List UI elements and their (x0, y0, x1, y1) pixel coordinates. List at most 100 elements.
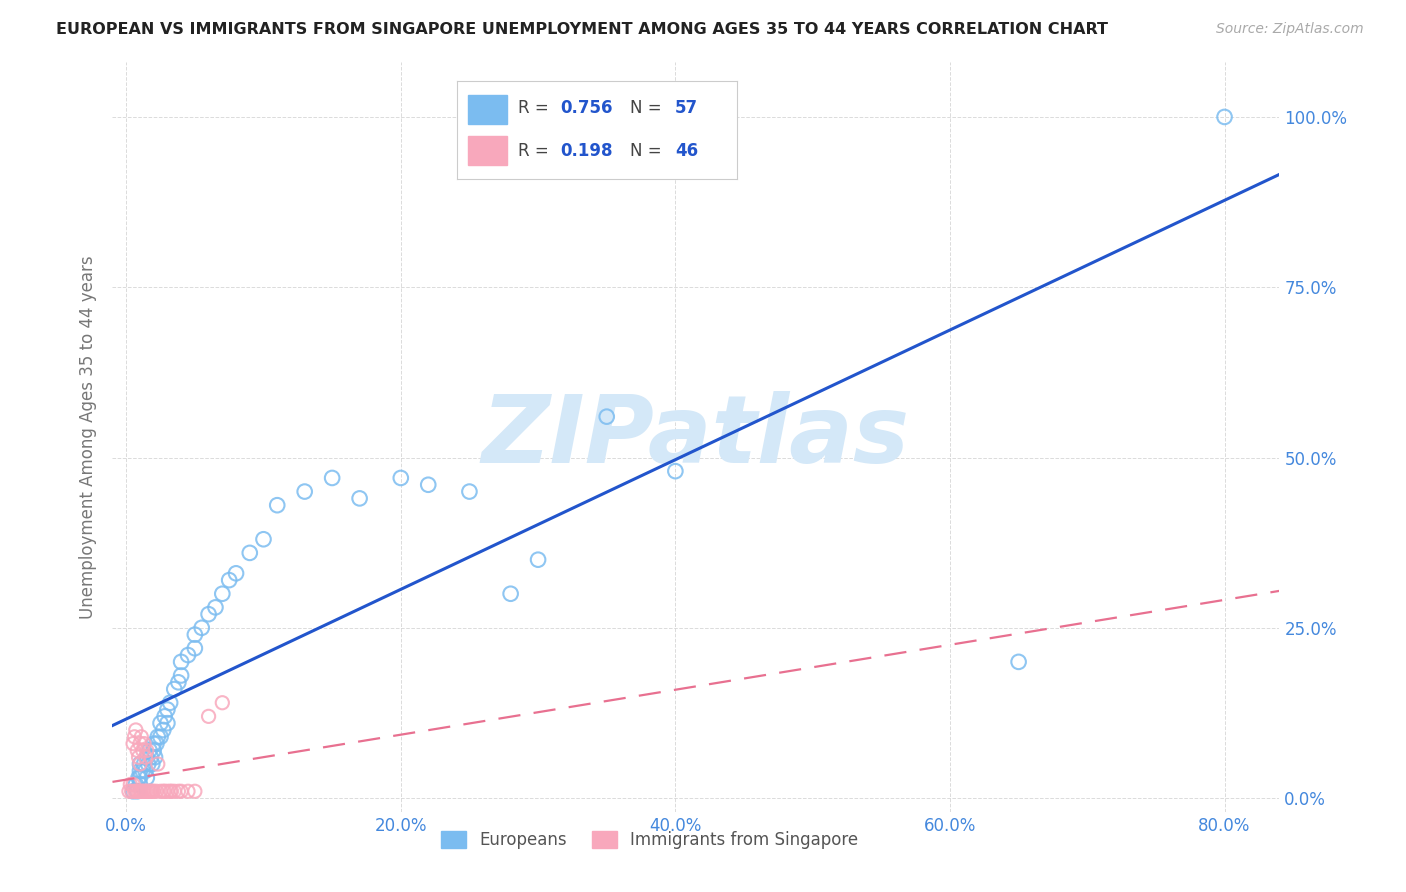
Point (138, 743, 160, 757)
Point (153, 709, 176, 723)
Point (129, 771, 152, 785)
Point (184, 641, 207, 656)
Point (170, 655, 193, 669)
Point (122, 737, 145, 751)
Point (134, 764, 156, 778)
Point (120, 777, 142, 791)
Point (159, 696, 181, 710)
Point (128, 784, 150, 798)
Point (170, 668, 193, 682)
Y-axis label: Unemployment Among Ages 35 to 44 years: Unemployment Among Ages 35 to 44 years (79, 255, 97, 619)
Point (141, 757, 163, 772)
Point (118, 784, 141, 798)
Point (349, 491, 371, 506)
Point (239, 546, 262, 560)
Point (163, 682, 186, 697)
Point (527, 552, 550, 566)
Point (122, 777, 145, 791)
Point (131, 784, 153, 798)
Point (129, 757, 152, 772)
Point (145, 784, 167, 798)
Point (132, 784, 155, 798)
Point (156, 716, 179, 731)
Point (184, 784, 207, 798)
Point (156, 702, 179, 716)
Point (127, 784, 149, 798)
Point (132, 757, 155, 772)
Point (145, 737, 167, 751)
Point (131, 784, 153, 798)
Point (418, 477, 440, 491)
Point (197, 709, 219, 723)
Point (1007, 655, 1029, 669)
Point (142, 743, 165, 757)
Point (141, 784, 163, 798)
Point (177, 784, 200, 798)
Point (211, 696, 233, 710)
Point (170, 784, 193, 798)
Point (135, 750, 157, 764)
Point (132, 737, 155, 751)
Point (499, 587, 522, 601)
Point (146, 757, 169, 772)
Point (131, 764, 153, 778)
Point (125, 777, 148, 791)
Point (152, 723, 174, 737)
Point (321, 471, 343, 485)
Point (138, 784, 160, 798)
Point (177, 648, 200, 662)
Point (125, 723, 148, 737)
Point (143, 750, 166, 764)
Point (146, 730, 169, 744)
Point (129, 777, 152, 791)
Point (389, 471, 412, 485)
Point (159, 784, 181, 798)
Legend: Europeans, Immigrants from Singapore: Europeans, Immigrants from Singapore (434, 824, 865, 855)
Point (124, 730, 146, 744)
Point (122, 784, 145, 798)
Point (129, 784, 152, 798)
Point (294, 484, 316, 499)
Point (134, 750, 156, 764)
Point (125, 784, 148, 798)
Point (156, 784, 179, 798)
Point (190, 621, 212, 635)
Point (204, 600, 226, 615)
Point (252, 533, 274, 547)
Point (149, 730, 172, 744)
Point (266, 498, 288, 512)
Point (128, 771, 150, 785)
Point (139, 750, 162, 764)
Point (121, 784, 143, 798)
Point (129, 764, 152, 778)
Point (142, 737, 165, 751)
Point (135, 784, 157, 798)
Point (139, 784, 162, 798)
Point (135, 771, 157, 785)
Text: EUROPEAN VS IMMIGRANTS FROM SINGAPORE UNEMPLOYMENT AMONG AGES 35 TO 44 YEARS COR: EUROPEAN VS IMMIGRANTS FROM SINGAPORE UN… (56, 22, 1108, 37)
Point (127, 743, 149, 757)
Point (167, 675, 190, 690)
Point (218, 573, 240, 587)
Point (152, 784, 174, 798)
Point (127, 784, 149, 798)
Point (131, 730, 153, 744)
Text: ZIPatlas: ZIPatlas (482, 391, 910, 483)
Point (129, 737, 152, 751)
Point (1213, 110, 1236, 124)
Point (149, 716, 172, 731)
Point (128, 750, 150, 764)
Point (160, 784, 183, 798)
Point (184, 627, 207, 641)
Point (225, 566, 247, 581)
Point (129, 757, 152, 772)
Point (149, 784, 172, 798)
Point (131, 743, 153, 757)
Point (136, 784, 159, 798)
Point (197, 607, 219, 622)
Point (136, 757, 159, 772)
Point (664, 464, 686, 478)
Point (134, 784, 156, 798)
Point (596, 409, 619, 424)
Point (167, 784, 190, 798)
